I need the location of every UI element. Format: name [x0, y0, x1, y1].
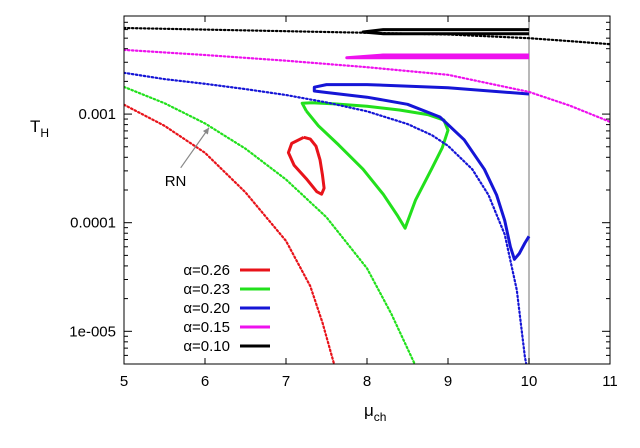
series-2-rn-line: [124, 71, 528, 364]
series-0-branch-line: [286, 135, 326, 196]
x-tick-label: 6: [201, 373, 209, 390]
x-tick-label: 10: [521, 373, 538, 390]
y-axis-label: TH: [30, 117, 49, 140]
annotation: RN: [165, 127, 210, 190]
y-tick-label: 1e-005: [69, 323, 116, 340]
x-tick-label: 7: [282, 373, 290, 390]
series-3-rn-line: [124, 48, 610, 123]
legend-label: α=0.23: [183, 281, 230, 298]
x-tick-label: 8: [363, 373, 371, 390]
y-tick-label: 0.001: [78, 106, 116, 123]
legend-label: α=0.26: [183, 262, 230, 279]
annotation-arrowhead: [202, 127, 210, 135]
x-tick-label: 5: [120, 373, 128, 390]
series-3-branch-line: [345, 53, 529, 60]
x-axis-label-sub: ch: [374, 410, 387, 424]
series-1-rn-line: [124, 85, 416, 364]
series-0-rn-line: [124, 103, 336, 364]
x-tick-label: 11: [602, 373, 618, 390]
legend-label: α=0.10: [183, 338, 230, 355]
plot-area: [124, 16, 610, 364]
series-4-branch-line: [361, 28, 529, 36]
series-2-branch-line: [312, 83, 531, 261]
y-axis-label-sub: H: [40, 126, 49, 140]
annotation-arrow: [180, 127, 210, 169]
axes: 5 6 7 8 9 10 11 1e-005 0.0001 0.001: [69, 15, 618, 390]
legend: α=0.26 α=0.23 α=0.20 α=0.15 α=0.10: [183, 262, 270, 355]
x-tick-label: 9: [444, 373, 452, 390]
legend-label: α=0.20: [183, 300, 230, 317]
x-axis-label: μch: [364, 401, 386, 424]
y-tick-label: 0.0001: [70, 215, 116, 232]
annotation-label: RN: [165, 173, 187, 190]
series-1-branch-line: [300, 101, 450, 230]
legend-label: α=0.15: [183, 319, 230, 336]
